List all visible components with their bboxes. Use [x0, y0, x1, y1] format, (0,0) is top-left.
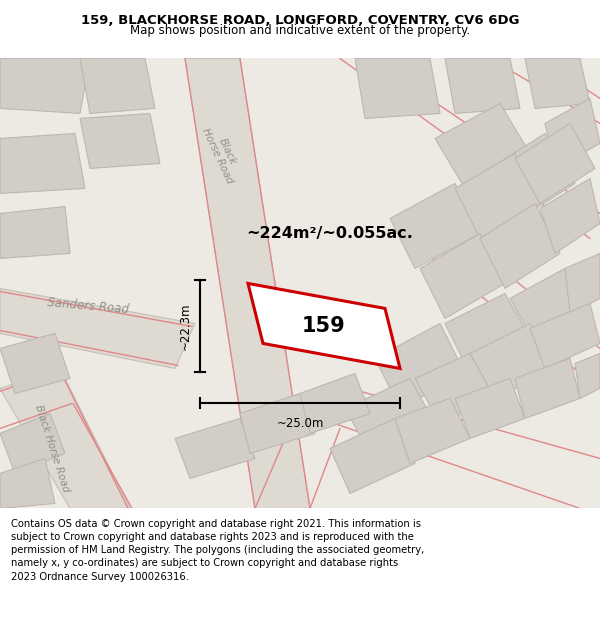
Polygon shape — [480, 204, 560, 289]
Polygon shape — [80, 58, 155, 114]
Text: Black Horse Road: Black Horse Road — [33, 404, 71, 493]
Polygon shape — [420, 233, 505, 318]
Polygon shape — [0, 414, 65, 474]
Polygon shape — [175, 419, 255, 479]
Text: ~25.0m: ~25.0m — [277, 418, 323, 431]
Polygon shape — [0, 289, 195, 368]
Polygon shape — [375, 324, 465, 409]
Polygon shape — [515, 124, 595, 204]
Polygon shape — [395, 399, 470, 464]
Polygon shape — [530, 303, 600, 368]
Polygon shape — [300, 373, 370, 434]
Text: 159: 159 — [302, 316, 346, 336]
Polygon shape — [540, 179, 600, 254]
Polygon shape — [455, 378, 525, 439]
Polygon shape — [445, 294, 530, 373]
Text: Contains OS data © Crown copyright and database right 2021. This information is
: Contains OS data © Crown copyright and d… — [11, 519, 424, 581]
Polygon shape — [185, 58, 310, 509]
Polygon shape — [435, 103, 530, 189]
Polygon shape — [0, 334, 70, 394]
Polygon shape — [0, 206, 70, 259]
Polygon shape — [0, 133, 85, 194]
Polygon shape — [545, 98, 600, 168]
Polygon shape — [0, 58, 600, 509]
Polygon shape — [515, 358, 580, 419]
Polygon shape — [445, 58, 520, 114]
Polygon shape — [0, 368, 130, 509]
Polygon shape — [330, 419, 415, 494]
Text: Sanders Road: Sanders Road — [47, 296, 130, 316]
Polygon shape — [390, 184, 480, 269]
Text: ~224m²/~0.055ac.: ~224m²/~0.055ac. — [247, 226, 413, 241]
Polygon shape — [525, 58, 590, 109]
Polygon shape — [0, 459, 55, 509]
Text: Black
Horse Road: Black Horse Road — [200, 122, 244, 185]
Polygon shape — [240, 394, 315, 454]
Polygon shape — [510, 269, 590, 344]
Polygon shape — [355, 58, 440, 119]
Polygon shape — [345, 378, 435, 454]
Polygon shape — [0, 58, 90, 114]
Polygon shape — [490, 133, 575, 218]
Text: ~22.3m: ~22.3m — [179, 302, 192, 350]
Text: Map shows position and indicative extent of the property.: Map shows position and indicative extent… — [130, 24, 470, 37]
Polygon shape — [80, 114, 160, 168]
Polygon shape — [455, 153, 540, 238]
Polygon shape — [415, 354, 495, 424]
Text: 159, BLACKHORSE ROAD, LONGFORD, COVENTRY, CV6 6DG: 159, BLACKHORSE ROAD, LONGFORD, COVENTRY… — [81, 14, 519, 28]
Polygon shape — [575, 354, 600, 399]
Polygon shape — [565, 254, 600, 314]
Polygon shape — [470, 324, 555, 399]
Polygon shape — [248, 284, 400, 368]
